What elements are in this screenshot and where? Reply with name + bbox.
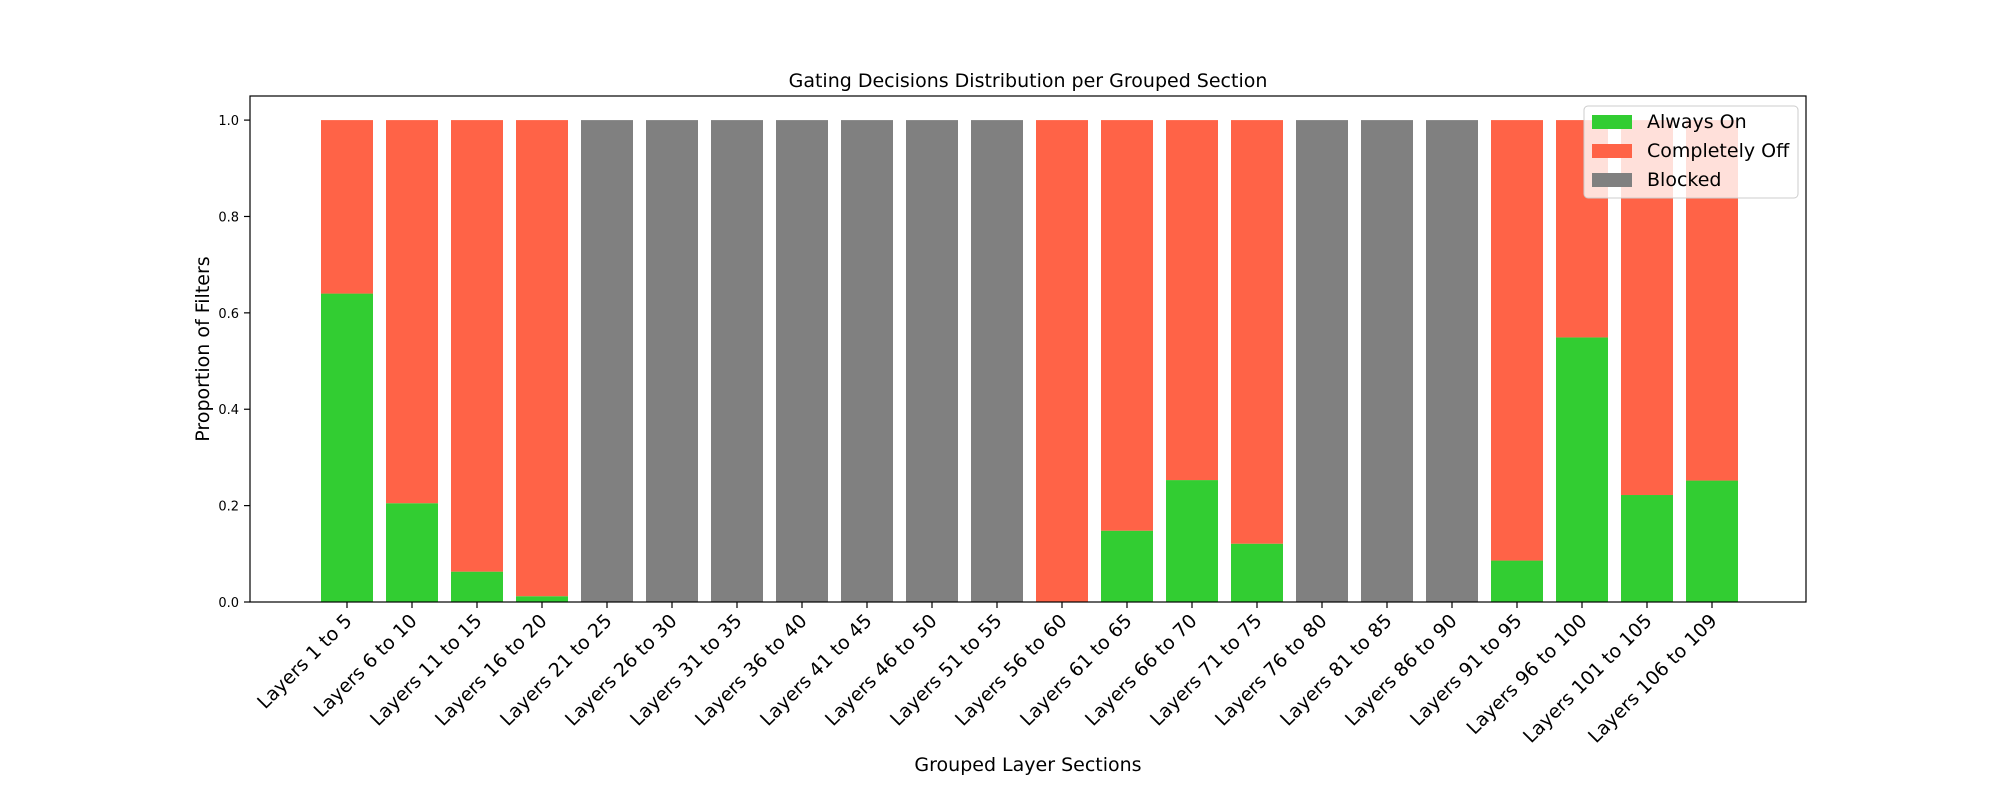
y-tick-label: 0.6	[218, 307, 239, 322]
bar-always-on-14	[1166, 480, 1218, 602]
bar-blocked-16	[1296, 120, 1348, 602]
bar-blocked-9	[841, 120, 893, 602]
bar-blocked-5	[581, 120, 633, 602]
x-tick-label: Layers 31 to 35	[626, 610, 747, 731]
x-tick-label: Layers 26 to 30	[561, 610, 682, 731]
x-axis-title: Grouped Layer Sections	[914, 754, 1141, 776]
bar-always-on-20	[1556, 337, 1608, 602]
legend-swatch-always-on	[1592, 115, 1632, 129]
bar-always-on-15	[1231, 543, 1283, 602]
x-tick-label: Layers 86 to 90	[1341, 610, 1462, 731]
legend: Always On Completely Off Blocked	[1583, 105, 1799, 199]
y-tick-label: 0.0	[218, 596, 239, 611]
bar-blocked-7	[711, 120, 763, 602]
bar-always-on-19	[1491, 560, 1543, 602]
x-tick-label: Layers 61 to 65	[1016, 610, 1137, 731]
x-tick-label: Layers 46 to 50	[821, 610, 942, 731]
bar-always-on-1	[321, 293, 373, 602]
bar-completely-off-3	[451, 120, 503, 572]
bar-blocked-8	[776, 120, 828, 602]
legend-box	[1583, 105, 1799, 199]
legend-swatch-blocked	[1592, 173, 1632, 187]
bar-completely-off-15	[1231, 120, 1283, 544]
bar-always-on-2	[386, 503, 438, 602]
bar-completely-off-12	[1036, 120, 1088, 602]
y-tick-label: 1.0	[218, 114, 239, 129]
x-tick-label: Layers 21 to 25	[496, 610, 617, 731]
bar-always-on-13	[1101, 530, 1153, 602]
bar-completely-off-1	[321, 120, 373, 294]
x-tick-label: Layers 36 to 40	[691, 610, 812, 731]
x-tick-label: Layers 91 to 95	[1406, 610, 1527, 731]
bar-completely-off-2	[386, 120, 438, 504]
x-tick-label: Layers 76 to 80	[1211, 610, 1332, 731]
bar-always-on-22	[1686, 480, 1738, 602]
x-tick-label: Layers 51 to 55	[886, 610, 1007, 731]
bar-blocked-6	[646, 120, 698, 602]
plot-frame	[249, 95, 1807, 603]
y-tick-label: 0.4	[218, 403, 239, 418]
legend-swatch-completely-off	[1592, 144, 1632, 158]
x-tick-label: Layers 16 to 20	[431, 610, 552, 731]
x-tick-label: Layers 71 to 75	[1146, 610, 1267, 731]
y-tick-label: 0.8	[218, 210, 239, 225]
bars-group	[321, 120, 1738, 602]
x-tick-label: Layers 96 to 100	[1462, 610, 1591, 739]
bar-completely-off-14	[1166, 120, 1218, 481]
bar-blocked-11	[971, 120, 1023, 602]
x-tick-label: Layers 66 to 70	[1081, 610, 1202, 731]
bar-blocked-17	[1361, 120, 1413, 602]
bar-blocked-10	[906, 120, 958, 602]
x-tick-label: Layers 81 to 85	[1276, 610, 1397, 731]
bar-completely-off-19	[1491, 120, 1543, 561]
legend-label-completely-off: Completely Off	[1647, 140, 1790, 162]
x-tick-label: Layers 106 to 109	[1584, 610, 1722, 748]
legend-label-blocked: Blocked	[1647, 169, 1721, 191]
bar-always-on-3	[451, 571, 503, 602]
chart-title: Gating Decisions Distribution per Groupe…	[789, 70, 1268, 92]
x-tick-label: Layers 56 to 60	[951, 610, 1072, 731]
x-tick-label: Layers 41 to 45	[756, 610, 877, 731]
legend-label-always-on: Always On	[1647, 111, 1747, 133]
y-axis-title: Proportion of Filters	[192, 256, 214, 441]
bar-blocked-18	[1426, 120, 1478, 602]
bar-completely-off-4	[516, 120, 568, 597]
y-axis: 0.0 0.2 0.4 0.6 0.8 1.0	[218, 114, 250, 611]
bar-always-on-21	[1621, 495, 1673, 602]
x-tick-label: Layers 11 to 15	[366, 610, 487, 731]
bar-always-on-4	[516, 596, 568, 602]
bar-completely-off-13	[1101, 120, 1153, 531]
y-tick-label: 0.2	[218, 500, 239, 515]
